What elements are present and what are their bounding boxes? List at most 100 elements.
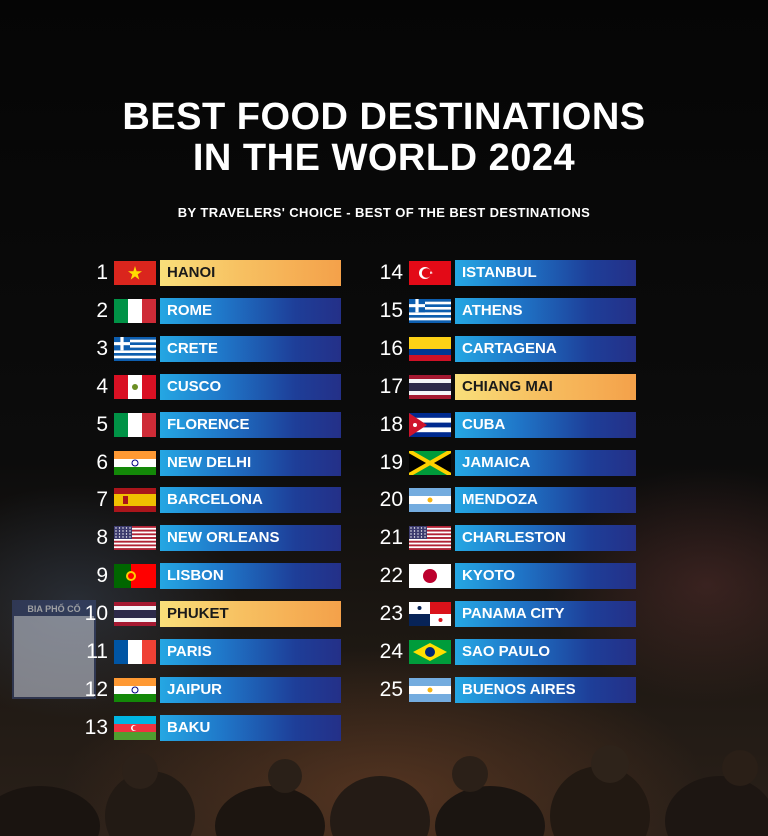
- city-name: ATHENS: [455, 297, 636, 324]
- ranking-row: 24 SAO PAULO: [363, 639, 663, 665]
- usa-flag: [409, 526, 451, 551]
- city-name: PANAMA CITY: [455, 601, 636, 628]
- rank-number: 16: [379, 336, 403, 360]
- italy-flag: [114, 298, 156, 323]
- rank-number: 10: [84, 602, 108, 626]
- france-flag: [114, 640, 156, 664]
- rank-number: 20: [379, 488, 403, 512]
- city-name: KYOTO: [455, 563, 636, 590]
- city-name: PARIS: [160, 639, 341, 665]
- title-line-2: IN THE WORLD 2024: [192, 137, 576, 179]
- ranking-row: 7 BARCELONA: [68, 487, 368, 514]
- city-name: HANOI: [160, 260, 341, 286]
- subtitle: BY TRAVELERS' CHOICE - BEST OF THE BEST …: [177, 205, 591, 220]
- city-name: CHIANG MAI: [455, 373, 636, 400]
- rank-number: 23: [379, 602, 403, 626]
- colombia-flag: [409, 336, 451, 361]
- ranking-row: 1 HANOI: [68, 260, 368, 286]
- ranking-row: 4 CUSCO: [68, 373, 368, 400]
- city-name: NEW DELHI: [160, 449, 341, 476]
- vietnam-flag: [114, 261, 156, 285]
- ranking-row: 14 ISTANBUL: [363, 260, 663, 286]
- ranking-row: 20 MENDOZA: [363, 487, 663, 514]
- rank-number: 25: [379, 677, 403, 701]
- ranking-row: 22 KYOTO: [363, 563, 663, 590]
- ranking-row: 15 ATHENS: [363, 297, 663, 324]
- page-title: BEST FOOD DESTINATIONS IN THE WORLD 2024: [0, 97, 768, 179]
- ranking-row: 21 CHARLESTON: [363, 525, 663, 552]
- ranking-row: 3 CRETE: [68, 335, 368, 362]
- ranking-row: 6 NEW DELHI: [68, 449, 368, 476]
- rank-number: 18: [379, 412, 403, 436]
- ranking-row: 16 CARTAGENA: [363, 335, 663, 362]
- ranking-row: 25 BUENOS AIRES: [363, 676, 663, 703]
- azerbaijan-flag: [114, 715, 156, 740]
- rank-number: 4: [96, 374, 108, 398]
- city-name: ROME: [160, 297, 341, 324]
- rank-number: 6: [96, 450, 108, 474]
- ranking-row: 10 PHUKET: [68, 601, 368, 628]
- ranking-row: 8 NEW ORLEANS: [68, 525, 368, 552]
- city-name: ISTANBUL: [455, 260, 636, 286]
- usa-flag: [114, 526, 156, 551]
- ranking-row: 19 JAMAICA: [363, 449, 663, 476]
- signboard-title: BIA PHỐ CỔ: [14, 602, 94, 616]
- ranking-row: 12 JAIPUR: [68, 676, 368, 703]
- city-name: MENDOZA: [455, 487, 636, 514]
- rank-number: 11: [86, 640, 108, 663]
- city-name: CUSCO: [160, 373, 341, 400]
- rank-number: 3: [96, 336, 108, 360]
- rank-number: 8: [96, 526, 108, 550]
- rank-number: 12: [84, 677, 108, 701]
- turkey-flag: [409, 261, 451, 285]
- italy-flag: [114, 412, 156, 437]
- panama-flag: [409, 602, 451, 627]
- japan-flag: [409, 564, 451, 589]
- rank-number: 9: [96, 564, 108, 588]
- city-name: CUBA: [455, 411, 636, 438]
- city-name: CHARLESTON: [455, 525, 636, 552]
- rank-number: 24: [379, 640, 403, 663]
- portugal-flag: [114, 564, 156, 589]
- city-name: SAO PAULO: [455, 639, 636, 665]
- spain-flag: [114, 488, 156, 513]
- rank-number: 13: [84, 715, 108, 739]
- rank-number: 2: [96, 298, 108, 322]
- crowd-silhouette: [0, 745, 768, 836]
- greece-flag: [409, 298, 451, 323]
- argentina-flag: [409, 488, 451, 513]
- city-name: CRETE: [160, 335, 341, 362]
- city-name: NEW ORLEANS: [160, 525, 341, 552]
- rank-number: 7: [96, 488, 108, 512]
- city-name: BARCELONA: [160, 487, 341, 514]
- ranking-row: 2 ROME: [68, 297, 368, 324]
- rank-number: 1: [96, 261, 108, 284]
- ranking-row: 23 PANAMA CITY: [363, 601, 663, 628]
- brazil-flag: [409, 640, 451, 664]
- ranking-row: 11 PARIS: [68, 639, 368, 665]
- city-name: JAIPUR: [160, 676, 341, 703]
- ranking-row: 17 CHIANG MAI: [363, 373, 663, 400]
- city-name: BUENOS AIRES: [455, 676, 636, 703]
- city-name: PHUKET: [160, 601, 341, 628]
- ranking-row: 13 BAKU: [68, 714, 368, 741]
- peru-flag: [114, 374, 156, 399]
- cuba-flag: [409, 412, 451, 437]
- city-name: CARTAGENA: [455, 335, 636, 362]
- city-name: FLORENCE: [160, 411, 341, 438]
- ranking-row: 5 FLORENCE: [68, 411, 368, 438]
- thailand-flag: [114, 602, 156, 627]
- title-line-1: BEST FOOD DESTINATIONS: [122, 96, 646, 138]
- rank-number: 22: [379, 564, 403, 588]
- argentina-flag: [409, 677, 451, 702]
- india-flag: [114, 677, 156, 702]
- background-signboard: BIA PHỐ CỔ: [12, 600, 96, 699]
- city-name: BAKU: [160, 714, 341, 741]
- rank-number: 17: [379, 374, 403, 398]
- city-name: LISBON: [160, 563, 341, 590]
- rank-number: 5: [96, 412, 108, 436]
- greece-flag: [114, 336, 156, 361]
- thailand-flag: [409, 374, 451, 399]
- city-name: JAMAICA: [455, 449, 636, 476]
- ranking-row: 9 LISBON: [68, 563, 368, 590]
